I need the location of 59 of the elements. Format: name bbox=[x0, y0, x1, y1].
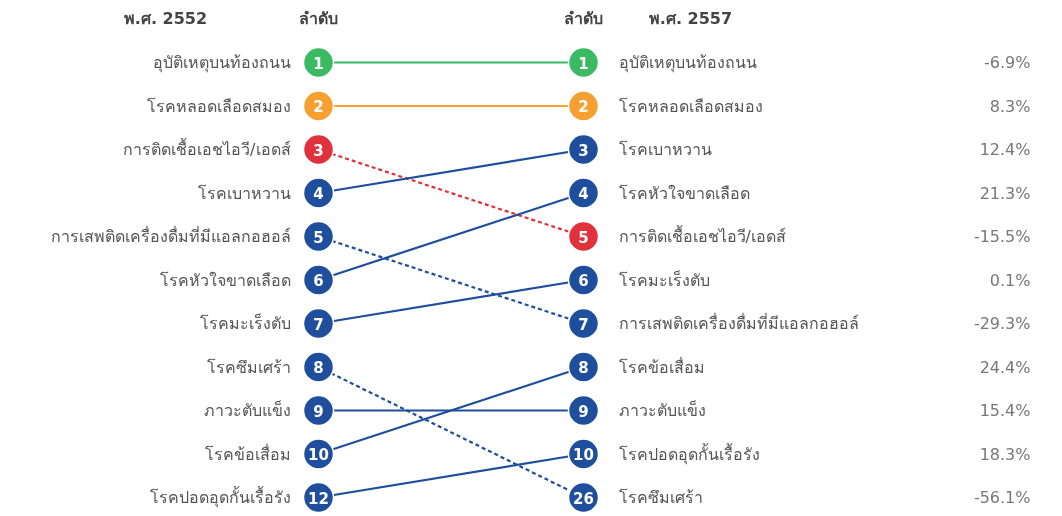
text: 18.3% bbox=[979, 444, 1031, 464]
data-label: 10 bbox=[308, 446, 329, 464]
text: 15.4% bbox=[979, 401, 1031, 420]
data-label: 8 bbox=[313, 359, 324, 377]
data-label: 3 bbox=[313, 141, 324, 160]
data-label: 7 bbox=[313, 315, 324, 334]
text: การติดเชื้อเอชไอวี/เอดส์ bbox=[618, 227, 786, 246]
data-label: 6 bbox=[313, 272, 324, 290]
data-label: 26 bbox=[573, 489, 594, 508]
text: โรคหลอดเลือดสมอง bbox=[618, 96, 763, 116]
text: โรคมะเร็งตับ bbox=[618, 270, 710, 290]
text: ภาวะตับแข็ง bbox=[618, 401, 706, 420]
text: อุบัติเหตุบนท้องถนน bbox=[618, 53, 757, 72]
data-label: 4 bbox=[578, 185, 589, 203]
text: โรคเบาหวาน bbox=[618, 140, 712, 159]
data-label: 3 bbox=[578, 141, 589, 160]
series-label: โรคข้อเสื่อม bbox=[204, 442, 291, 464]
text: -56.1% bbox=[973, 488, 1031, 507]
data-label: 1 bbox=[578, 54, 589, 73]
data-label: 5 bbox=[578, 228, 589, 247]
series-label: โรคเบาหวาน bbox=[197, 183, 291, 203]
data-label: 2 bbox=[313, 98, 324, 116]
series-label: อุบัติเหตุบนท้องถนน bbox=[152, 53, 291, 73]
data-label: 4 bbox=[313, 185, 324, 203]
text: -29.3% bbox=[973, 314, 1031, 333]
series-label: โรคหลอดเลือดสมอง bbox=[146, 96, 291, 116]
data-label: 8 bbox=[578, 359, 589, 377]
data-label: 1 bbox=[313, 54, 324, 73]
text: ลำดับ bbox=[299, 9, 338, 28]
text: 8.3% bbox=[989, 96, 1031, 116]
text: 24.4% bbox=[979, 357, 1031, 377]
text: ลำดับ bbox=[564, 9, 603, 28]
data-label: 9 bbox=[578, 402, 589, 421]
category-label: พ.ศ. 2557 bbox=[648, 9, 733, 28]
series-label: การเสพติดเครื่องดื่มที่มีแอลกอฮอล์ bbox=[50, 225, 291, 246]
text: -6.9% bbox=[984, 53, 1031, 72]
data-label: 6 bbox=[578, 272, 589, 290]
text: โรคปอดอุดกั้นเรื้อรัง bbox=[618, 444, 760, 464]
series-label: โรคหัวใจขาดเลือด bbox=[159, 270, 291, 290]
data-label: 9 bbox=[313, 402, 324, 421]
text: โรคซึมเศร้า bbox=[618, 488, 703, 507]
data-label: 7 bbox=[578, 315, 589, 334]
text: -15.5% bbox=[973, 227, 1031, 246]
data-label: 2 bbox=[578, 98, 589, 116]
text: 0.1% bbox=[989, 270, 1031, 290]
text: การเสพติดเครื่องดื่มที่มีแอลกอฮอล์ bbox=[618, 314, 859, 333]
text: 21.3% bbox=[979, 183, 1031, 203]
data-label: 12 bbox=[308, 489, 329, 508]
series-label: โรคมะเร็งตับ bbox=[199, 313, 291, 333]
series-label: โรคปอดอุดกั้นเรื้อรัง bbox=[149, 486, 291, 508]
category-label: พ.ศ. 2552 bbox=[123, 9, 208, 28]
series-label: โรคซึมเศร้า bbox=[206, 357, 291, 377]
series-label: ภาวะตับแข็ง bbox=[203, 400, 291, 420]
series-label: การติดเชื้อเอชไอวี/เอดส์ bbox=[123, 138, 291, 159]
data-label: 10 bbox=[573, 446, 594, 464]
text: โรคหัวใจขาดเลือด bbox=[618, 183, 750, 203]
data-label: 5 bbox=[313, 228, 324, 247]
text: โรคข้อเสื่อม bbox=[618, 357, 705, 377]
text: 12.4% bbox=[979, 140, 1031, 159]
